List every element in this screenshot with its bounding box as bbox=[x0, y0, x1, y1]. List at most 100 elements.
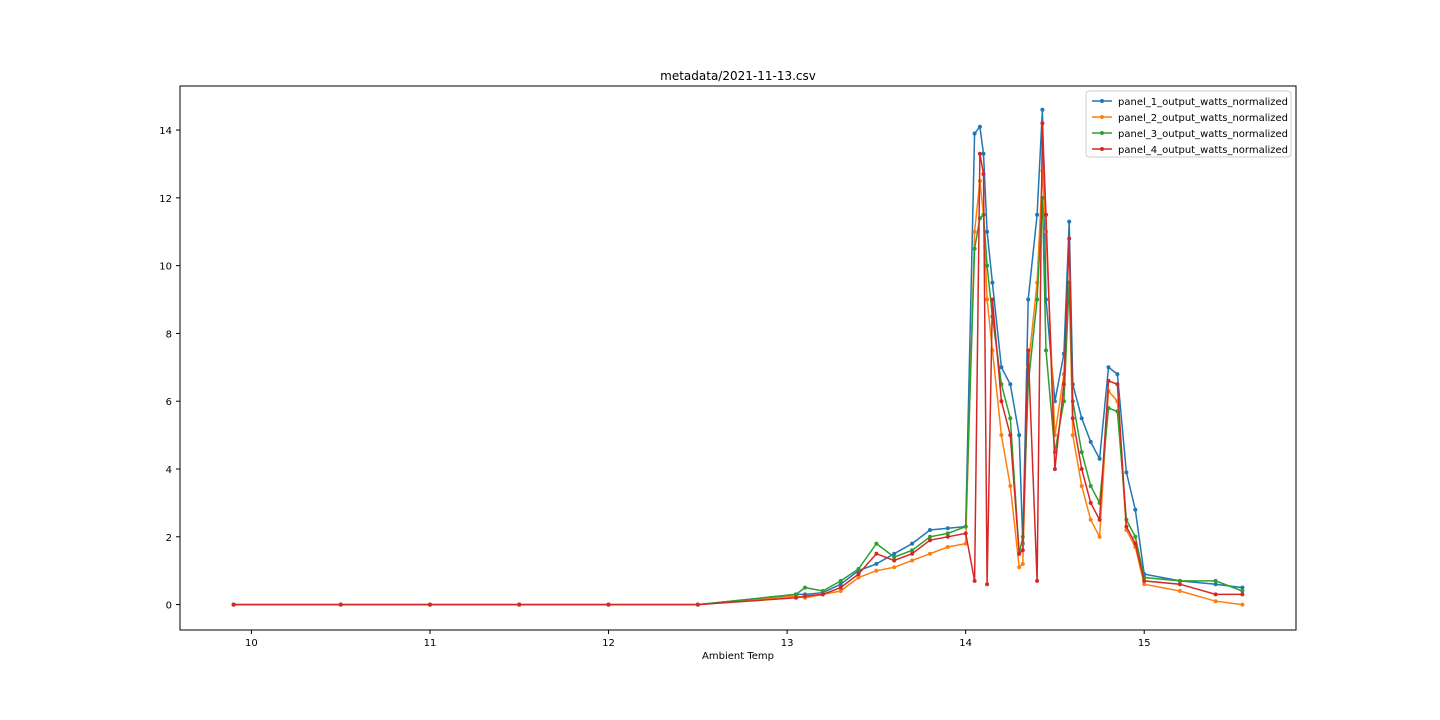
data-point bbox=[517, 602, 522, 607]
data-point bbox=[928, 528, 932, 532]
y-tick-label: 12 bbox=[159, 194, 172, 205]
data-point bbox=[985, 263, 990, 268]
chart-title: metadata/2021-11-13.csv bbox=[660, 69, 816, 83]
data-point bbox=[838, 578, 843, 583]
data-point bbox=[928, 538, 932, 543]
data-point bbox=[1240, 585, 1245, 590]
data-point bbox=[874, 541, 879, 546]
data-point bbox=[1067, 236, 1072, 241]
data-point bbox=[1040, 121, 1045, 126]
x-tick-label: 12 bbox=[602, 638, 615, 649]
data-point bbox=[856, 575, 861, 580]
data-point bbox=[972, 246, 977, 251]
data-point bbox=[985, 229, 990, 234]
legend-label: panel_3_output_watts_normalized bbox=[1118, 129, 1288, 140]
legend-label: panel_2_output_watts_normalized bbox=[1118, 113, 1288, 124]
data-point bbox=[1240, 602, 1245, 607]
data-point bbox=[1142, 582, 1147, 587]
data-point bbox=[1020, 561, 1025, 566]
data-point bbox=[1017, 433, 1022, 438]
data-point bbox=[1088, 500, 1093, 505]
data-point bbox=[1124, 524, 1129, 529]
data-point bbox=[1070, 433, 1075, 438]
series-4 bbox=[231, 121, 1245, 607]
data-point bbox=[990, 297, 995, 302]
data-point bbox=[1115, 372, 1120, 377]
x-tick-label: 14 bbox=[959, 638, 972, 649]
data-point bbox=[999, 399, 1004, 404]
data-point bbox=[794, 592, 798, 597]
data-point bbox=[1079, 416, 1084, 421]
data-point bbox=[1088, 517, 1093, 522]
data-point bbox=[1142, 578, 1147, 583]
data-point bbox=[892, 558, 897, 563]
data-point bbox=[1035, 297, 1040, 302]
data-point bbox=[803, 594, 807, 599]
data-point bbox=[945, 531, 950, 536]
data-point bbox=[1106, 378, 1111, 383]
data-point bbox=[1213, 592, 1218, 597]
data-point bbox=[1088, 439, 1093, 444]
data-point bbox=[803, 585, 807, 590]
data-point bbox=[1177, 582, 1182, 587]
data-point bbox=[999, 433, 1004, 438]
data-point bbox=[338, 602, 343, 607]
data-point bbox=[1213, 599, 1218, 604]
data-point bbox=[856, 567, 861, 571]
y-tick-label: 8 bbox=[166, 329, 172, 340]
legend-marker bbox=[1100, 115, 1104, 119]
data-point bbox=[606, 602, 611, 607]
data-point bbox=[1097, 534, 1102, 539]
legend-label: panel_1_output_watts_normalized bbox=[1118, 97, 1288, 108]
data-point bbox=[838, 585, 843, 590]
data-point bbox=[963, 531, 968, 536]
data-point bbox=[1070, 416, 1075, 421]
x-tick-label: 10 bbox=[245, 638, 258, 649]
data-point bbox=[972, 578, 977, 583]
data-point bbox=[977, 124, 982, 129]
data-point bbox=[892, 565, 897, 570]
axes: 10 11 12 13 14 15 0 2 4 6 8 10 12 14 bbox=[159, 126, 1150, 649]
data-point bbox=[874, 561, 879, 566]
data-point bbox=[1020, 548, 1025, 553]
y-tick-label: 2 bbox=[166, 533, 172, 544]
data-point bbox=[1240, 592, 1245, 597]
data-point bbox=[910, 551, 915, 556]
data-point bbox=[1115, 382, 1120, 387]
data-point bbox=[945, 534, 950, 539]
data-point bbox=[1177, 578, 1182, 583]
data-point bbox=[1026, 297, 1031, 302]
data-point bbox=[892, 555, 897, 560]
data-point bbox=[1008, 433, 1013, 438]
data-point bbox=[972, 229, 977, 234]
data-point bbox=[1008, 416, 1013, 421]
y-tick-label: 0 bbox=[166, 601, 172, 612]
data-point bbox=[1040, 107, 1045, 112]
data-point bbox=[1079, 484, 1084, 488]
x-tick-label: 13 bbox=[781, 638, 794, 649]
y-tick-label: 6 bbox=[166, 397, 172, 408]
data-point bbox=[1124, 470, 1129, 475]
x-axis-label: Ambient Temp bbox=[702, 651, 774, 662]
data-point bbox=[1079, 450, 1084, 455]
data-point bbox=[1079, 467, 1084, 471]
data-point bbox=[928, 534, 932, 539]
data-point bbox=[1133, 507, 1138, 512]
data-point bbox=[1088, 484, 1093, 488]
data-point bbox=[910, 541, 915, 546]
x-tick-label: 15 bbox=[1138, 638, 1151, 649]
data-point bbox=[1097, 517, 1102, 522]
plot-area bbox=[231, 107, 1245, 607]
data-point bbox=[1044, 212, 1048, 217]
data-point bbox=[1061, 382, 1066, 387]
y-tick-label: 14 bbox=[159, 126, 172, 137]
data-point bbox=[1240, 589, 1245, 593]
data-point bbox=[874, 551, 879, 556]
data-point bbox=[1008, 484, 1013, 488]
data-point bbox=[428, 602, 432, 607]
data-point bbox=[695, 602, 700, 607]
data-point bbox=[1017, 551, 1022, 556]
data-point bbox=[963, 524, 968, 529]
data-point bbox=[1017, 565, 1022, 570]
